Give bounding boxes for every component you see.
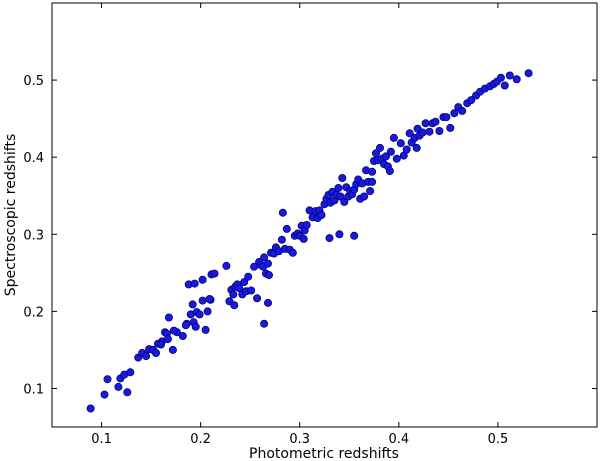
data-point — [260, 319, 269, 328]
y-axis-ticks: 0.1 0.2 0.3 0.4 0.5 — [23, 74, 597, 397]
data-point — [386, 147, 395, 156]
data-point — [421, 119, 430, 128]
y-tick-label: 0.5 — [23, 74, 44, 89]
data-point — [240, 278, 249, 287]
data-point — [86, 404, 95, 413]
data-point — [338, 173, 347, 182]
data-point — [205, 294, 214, 303]
x-tick-label: 0.2 — [190, 432, 211, 447]
x-tick-label: 0.1 — [91, 432, 112, 447]
x-axis-ticks: 0.1 0.2 0.3 0.4 0.5 — [91, 3, 508, 447]
data-point — [188, 300, 197, 309]
data-point — [123, 388, 132, 397]
data-point — [450, 109, 459, 118]
data-point — [244, 272, 253, 281]
data-point — [260, 253, 269, 262]
data-point — [368, 167, 377, 176]
data-point — [156, 340, 165, 349]
data-point — [435, 127, 444, 136]
data-point — [103, 375, 112, 384]
x-axis-label: Photometric redshifts — [249, 446, 399, 461]
data-point — [253, 294, 262, 303]
data-point — [299, 234, 308, 243]
data-point — [467, 96, 476, 105]
x-tick-label: 0.3 — [289, 432, 310, 447]
data-point — [126, 368, 135, 377]
data-point — [302, 220, 311, 229]
data-point — [277, 235, 286, 244]
data-point — [496, 73, 505, 82]
data-point — [114, 382, 123, 391]
data-point — [190, 279, 199, 288]
x-tick-label: 0.4 — [388, 432, 409, 447]
y-tick-label: 0.1 — [23, 382, 44, 397]
data-point — [336, 192, 345, 201]
y-tick-label: 0.4 — [23, 151, 44, 166]
data-point — [169, 326, 178, 335]
data-point — [247, 286, 256, 295]
data-point — [500, 81, 509, 90]
data-point — [334, 183, 343, 192]
data-point — [325, 234, 334, 243]
data-point — [505, 71, 514, 80]
data-point — [402, 145, 411, 154]
data-point — [389, 133, 398, 142]
data-point — [366, 187, 375, 196]
data-point — [512, 75, 521, 84]
data-point — [446, 123, 455, 132]
data-point — [203, 307, 212, 316]
data-point — [100, 390, 109, 399]
data-point — [198, 296, 207, 305]
data-point — [210, 269, 219, 278]
data-point — [392, 154, 401, 163]
data-point — [425, 127, 434, 136]
data-point — [178, 331, 187, 340]
data-point — [368, 177, 377, 186]
data-point — [381, 152, 390, 161]
data-point — [412, 143, 421, 152]
data-point — [335, 230, 344, 239]
data-point — [142, 352, 151, 361]
data-point — [201, 325, 210, 334]
data-point — [385, 167, 394, 176]
data-point — [360, 192, 369, 201]
data-point — [524, 69, 533, 78]
data-point — [191, 322, 200, 331]
data-point — [151, 348, 160, 357]
data-point — [350, 231, 359, 240]
data-point — [288, 248, 297, 257]
data-point — [229, 290, 238, 299]
data-point — [195, 310, 204, 319]
data-point — [263, 298, 272, 307]
data-point — [181, 321, 190, 330]
y-tick-label: 0.3 — [23, 228, 44, 243]
data-point — [431, 117, 440, 126]
y-axis-label: Spectroscopic redshifts — [3, 134, 19, 297]
data-point — [317, 210, 326, 219]
data-point — [458, 106, 467, 115]
data-point — [282, 224, 291, 233]
data-point — [340, 197, 349, 206]
data-point — [405, 129, 414, 138]
data-point — [278, 208, 287, 217]
data-point — [163, 335, 172, 344]
data-point — [418, 128, 427, 137]
x-tick-label: 0.5 — [488, 432, 509, 447]
data-point — [164, 313, 173, 322]
data-point — [396, 139, 405, 148]
data-point — [230, 301, 239, 310]
data-point — [264, 271, 273, 280]
data-point — [168, 345, 177, 354]
data-point — [375, 143, 384, 152]
data-point — [222, 261, 231, 270]
y-tick-label: 0.2 — [23, 305, 44, 320]
data-points — [86, 69, 533, 413]
data-point — [263, 259, 272, 268]
data-point — [442, 113, 451, 122]
data-point — [198, 275, 207, 284]
